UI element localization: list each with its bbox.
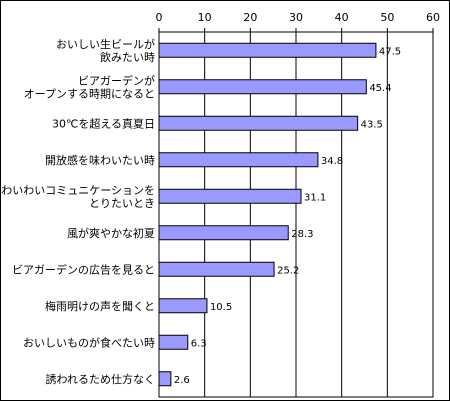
data-label: 47.5 [379, 46, 401, 57]
data-label: 45.4 [369, 83, 391, 94]
x-tick-label: 20 [243, 11, 257, 24]
bar [158, 115, 359, 131]
bar [158, 79, 367, 95]
bar [158, 298, 208, 314]
x-tick-label: 30 [289, 11, 303, 24]
data-label: 34.8 [321, 156, 343, 167]
value-labels: 47.5 45.4 43.5 34.8 31.1 28.3 25.2 10.5 6.3 2.6 [174, 46, 401, 386]
bar [158, 371, 172, 387]
x-axis-ticks: 0 10 20 30 40 50 60 [156, 11, 440, 32]
category-label: おいしいものが食べたい時 [23, 335, 155, 349]
bar [158, 261, 275, 277]
category-label: わいわいコミュニケーションを [1, 184, 155, 197]
category-label: 風が爽やかな初夏 [67, 226, 155, 240]
data-label: 43.5 [361, 119, 383, 130]
x-tick-label: 60 [426, 11, 440, 24]
category-label: ビアガーデンが [78, 73, 155, 87]
bars [158, 42, 377, 387]
plot-area-frame [158, 31, 434, 398]
bar [158, 188, 302, 204]
category-label: 30℃を超える真夏日 [52, 116, 155, 130]
data-label: 25.2 [277, 265, 299, 276]
x-tick-label: 10 [198, 11, 212, 24]
data-label: 31.1 [304, 192, 326, 203]
bar [158, 334, 189, 350]
category-label: 誘われるため仕方なく [46, 372, 155, 386]
bar [158, 152, 319, 168]
data-label: 6.3 [191, 338, 207, 349]
x-tick-label: 40 [335, 11, 349, 24]
x-tick-label: 50 [380, 11, 394, 24]
bar [158, 42, 377, 58]
category-label: 飲みたい時 [100, 50, 155, 64]
bar [158, 225, 289, 241]
data-label: 28.3 [291, 229, 313, 240]
category-label: オープンする時期になると [24, 87, 155, 100]
category-label: ビアガーデンの広告を見ると [12, 262, 155, 276]
data-label: 10.5 [210, 302, 232, 313]
category-label: おいしい生ビールが [56, 37, 155, 51]
category-label: 梅雨明けの声を聞くと [45, 299, 155, 313]
category-label: とりたいとき [89, 197, 155, 210]
x-tick-label: 0 [156, 11, 163, 24]
category-label: 開放感を味わいたい時 [45, 153, 155, 167]
data-label: 2.6 [174, 375, 190, 386]
